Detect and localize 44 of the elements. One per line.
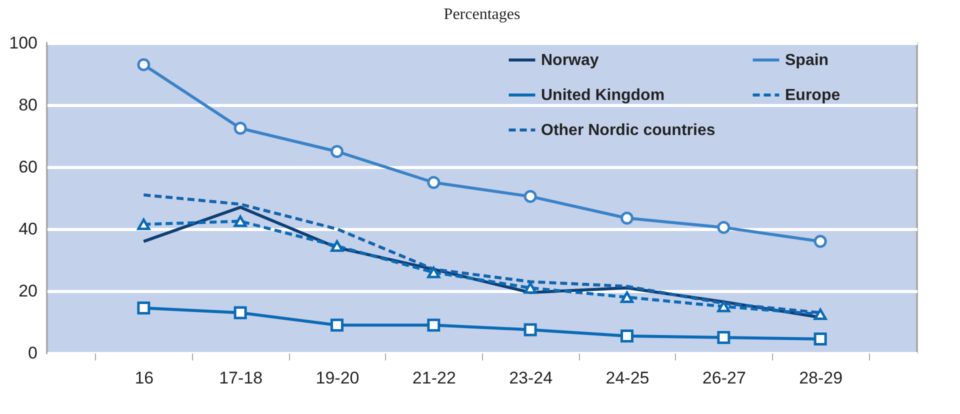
point <box>814 332 827 346</box>
point <box>717 220 730 234</box>
y-tick-label: 80 <box>18 96 38 114</box>
point <box>137 218 150 230</box>
x-tick-label: 24-25 <box>606 368 650 388</box>
point <box>330 240 344 252</box>
point <box>524 190 537 203</box>
point <box>620 212 634 225</box>
point <box>234 215 247 228</box>
point <box>814 308 827 320</box>
x-tick-label: 19-20 <box>316 368 360 388</box>
point <box>330 318 344 332</box>
point <box>717 300 730 312</box>
y-tick-label: 20 <box>18 282 38 300</box>
point <box>524 323 537 336</box>
x-tick-label: 28-29 <box>799 368 843 388</box>
point <box>427 318 440 332</box>
x-tick-label: 16 <box>134 368 154 388</box>
point <box>427 266 440 278</box>
point <box>137 58 150 72</box>
point <box>330 145 344 158</box>
chart-title: Percentages <box>444 6 520 23</box>
point <box>234 122 247 135</box>
point <box>814 234 827 248</box>
point <box>524 282 537 294</box>
x-tick-label: 21-22 <box>412 368 456 388</box>
x-tick-label: 26-27 <box>702 368 746 388</box>
point <box>234 306 247 320</box>
y-tick-label: 100 <box>9 34 38 52</box>
y-tick-label: 60 <box>18 158 38 176</box>
point <box>620 291 634 303</box>
point <box>620 329 634 342</box>
x-tick-label: 17-18 <box>219 368 263 388</box>
y-tick-label: 0 <box>28 344 38 362</box>
y-tick-label: 40 <box>18 220 38 238</box>
legend-label: Norway <box>541 52 599 69</box>
x-tick-label: 23-24 <box>509 368 553 388</box>
legend-label: Europe <box>785 87 840 104</box>
point <box>717 331 730 344</box>
legend-label: United Kingdom <box>541 87 665 104</box>
legend-label: Spain <box>785 52 829 69</box>
legend-label: Other Nordic countries <box>541 122 716 139</box>
point <box>137 302 150 315</box>
point <box>427 176 440 189</box>
